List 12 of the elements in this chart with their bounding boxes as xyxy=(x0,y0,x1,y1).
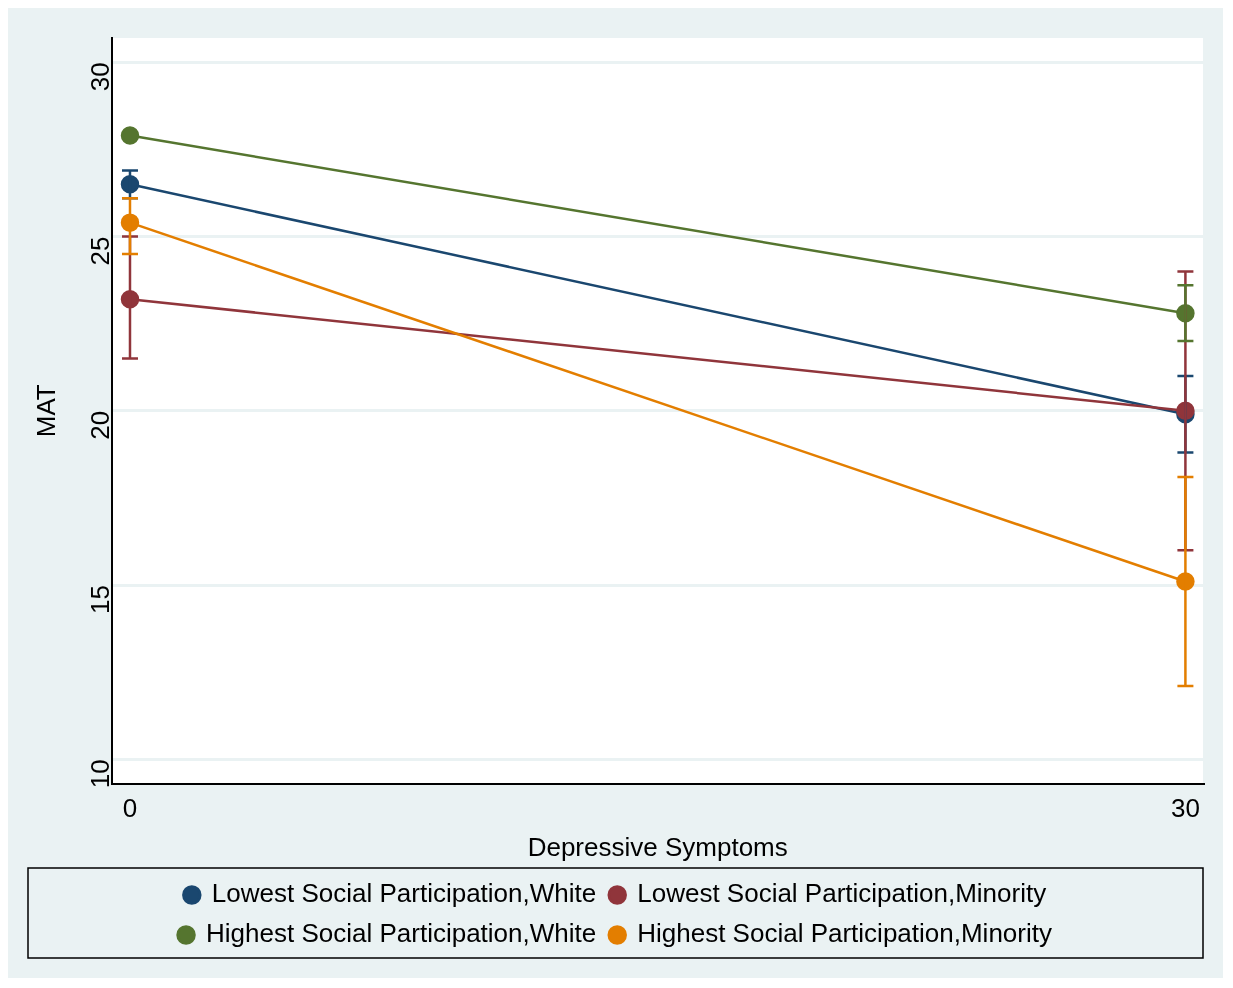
y-tick-label: 30 xyxy=(84,62,115,92)
y-tick-label: 10 xyxy=(84,759,115,789)
y-axis-title: MAT xyxy=(30,384,61,438)
legend-label: Highest Social Participation,White xyxy=(206,918,597,949)
legend-label: Lowest Social Participation,White xyxy=(211,878,597,909)
legend-label: Highest Social Participation,Minority xyxy=(637,918,1052,949)
x-tick-label: 0 xyxy=(122,793,138,824)
x-axis-title: Depressive Symptoms xyxy=(527,831,788,862)
legend-label: Lowest Social Participation,Minority xyxy=(637,878,1047,909)
y-tick-label: 15 xyxy=(84,585,115,614)
y-tick-label: 25 xyxy=(84,236,115,266)
y-tick-label: 20 xyxy=(84,410,115,440)
